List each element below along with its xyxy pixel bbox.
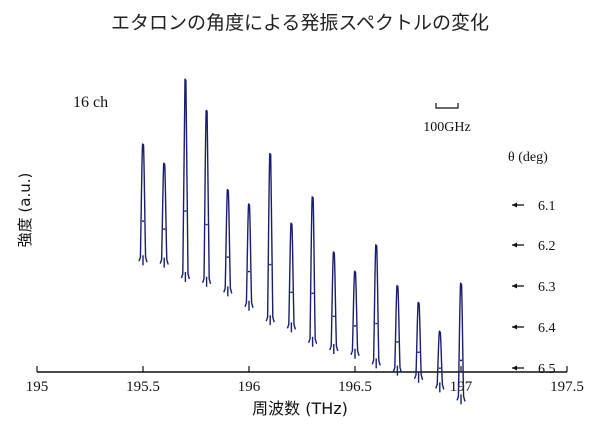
theta-arrowhead xyxy=(512,365,517,371)
x-tick-label: 195.5 xyxy=(126,379,160,395)
spectrum-peak xyxy=(307,196,318,347)
spectrum-peak xyxy=(265,152,275,326)
theta-value: 6.2 xyxy=(538,239,556,254)
theta-arrowhead xyxy=(512,202,517,208)
theta-value: 6.1 xyxy=(538,199,556,214)
spectrum-peak xyxy=(138,143,148,266)
theta-arrowhead xyxy=(512,242,517,248)
x-tick-label: 197.5 xyxy=(550,379,584,395)
x-tick-label: 196 xyxy=(238,379,261,395)
x-axis: 195 195.5 196 196.5 197 197.5 周波数 (THz) 強度 (a.u… xyxy=(16,173,584,418)
theta-header: θ (deg) xyxy=(508,150,548,165)
theta-arrowhead xyxy=(512,324,517,330)
channel-count-label: 16 ch xyxy=(73,94,108,111)
theta-arrowhead xyxy=(512,283,517,289)
x-tick-label: 196.5 xyxy=(338,379,372,395)
spectrum-peak xyxy=(244,203,254,311)
spectrum-peak xyxy=(456,282,466,405)
x-tick-label: 195 xyxy=(26,379,49,395)
theta-value: 6.3 xyxy=(538,280,556,295)
spectrum-peak xyxy=(159,162,169,268)
spectrum-peak xyxy=(435,330,445,393)
scale-bar xyxy=(435,103,459,109)
x-axis-label: 周波数 (THz) xyxy=(252,399,348,418)
scale-bar-label: 100GHz xyxy=(423,120,470,135)
spectrum-peak xyxy=(223,188,233,297)
spectrum-peak xyxy=(286,222,297,333)
x-tick-label: 197 xyxy=(450,379,473,395)
spectrum-peak xyxy=(201,109,212,287)
spectrum-peak xyxy=(392,284,403,376)
theta-value: 6.4 xyxy=(538,321,556,336)
spectrum-peaks xyxy=(138,78,466,405)
theta-value: 6.5 xyxy=(538,362,556,377)
annotations: 16 ch 100GHz θ (deg) 6.1 6.2 6.3 6.4 6.5 xyxy=(73,94,556,377)
spectrum-peak xyxy=(329,251,339,354)
spectrum-peak xyxy=(180,78,191,282)
chart-title: エタロンの角度による発振スペクトルの変化 xyxy=(110,12,490,34)
y-axis-label: 強度 (a.u.) xyxy=(16,173,34,248)
spectrum-peak xyxy=(371,244,381,369)
spectrum-peak xyxy=(350,270,360,359)
spectrum-peak xyxy=(413,301,424,383)
